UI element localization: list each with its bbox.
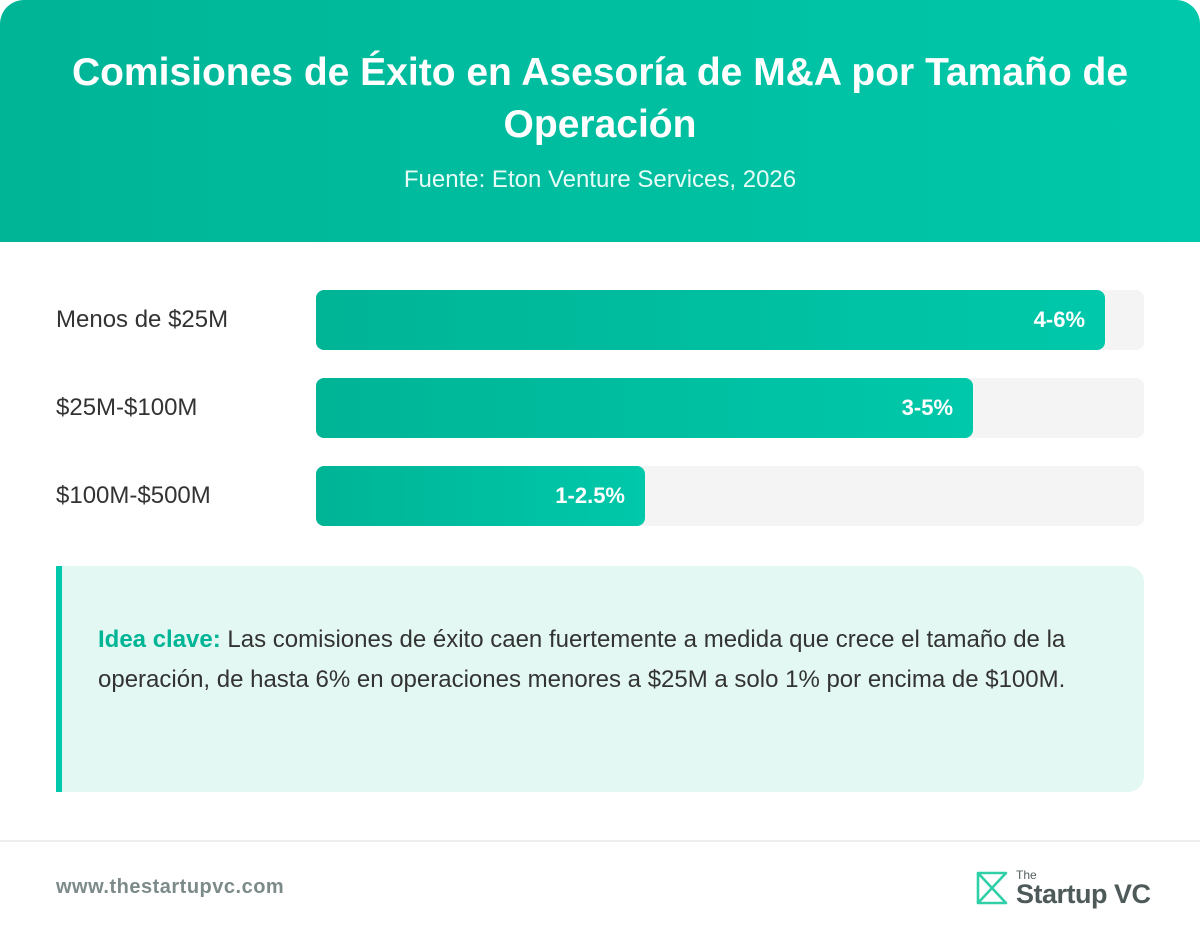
bar-value-label: 1-2.5% xyxy=(555,483,625,508)
key-insight-label: Idea clave: xyxy=(98,626,221,653)
bar-track: 4-6% xyxy=(316,290,1144,350)
chart-title: Comisiones de Éxito en Asesoría de M&A p… xyxy=(71,51,1129,146)
startupvc-logo-icon xyxy=(976,871,1008,905)
key-insight-text: Idea clave: Las comisiones de éxito caen… xyxy=(98,620,1098,700)
bar-value-label: 4-6% xyxy=(1033,307,1085,332)
key-insight-body: Las comisiones de éxito caen fuertemente… xyxy=(98,626,1066,693)
footer-url[interactable]: www.thestartupvc.com xyxy=(56,876,285,898)
bar-track: 3-5% xyxy=(316,378,1144,438)
bar-category-label: Menos de $25M xyxy=(56,306,229,333)
bar: 1-2.5% xyxy=(316,466,645,526)
bar-track: 1-2.5% xyxy=(316,466,1144,526)
brand-logo[interactable]: The Startup VC xyxy=(974,868,1154,912)
bar-chart: Menos de $25M 4-6% $25M-$100M 3-5% $100M-$50… xyxy=(0,242,1200,552)
key-insight-box: Idea clave: Las comisiones de éxito caen… xyxy=(56,566,1144,792)
bar: 4-6% xyxy=(316,290,1105,350)
bar-value-label: 3-5% xyxy=(901,395,953,420)
chart-subtitle: Fuente: Eton Venture Services, 2026 xyxy=(403,166,797,193)
logo-the-text: The xyxy=(1016,868,1037,882)
header: Comisiones de Éxito en Asesoría de M&A p… xyxy=(0,0,1200,242)
bar-category-label: $25M-$100M xyxy=(56,394,198,421)
bar: 3-5% xyxy=(316,378,973,438)
logo-name-text: Startup VC xyxy=(1016,879,1151,909)
bar-category-label: $100M-$500M xyxy=(56,482,211,509)
footer: www.thestartupvc.com The Startup VC xyxy=(0,840,1200,940)
